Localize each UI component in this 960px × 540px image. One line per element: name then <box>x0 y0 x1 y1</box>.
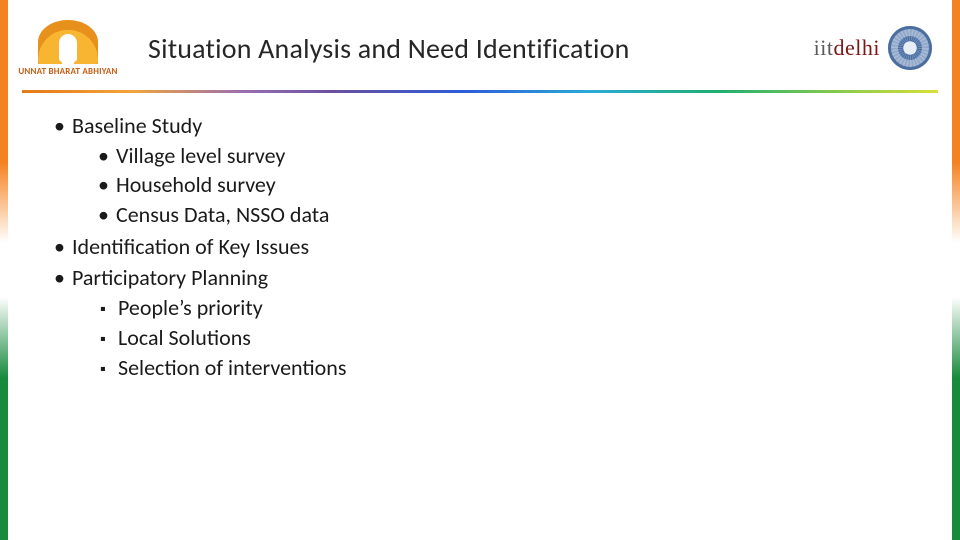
list-item: Local Solutions <box>100 323 952 353</box>
slide-content: Baseline Study Village level survey Hous… <box>8 93 952 382</box>
list-item: Household survey <box>100 170 952 200</box>
list-item: People’s priority <box>100 293 952 323</box>
iit-delhi-branding: iitdelhi <box>814 26 932 70</box>
iit-delhi-emblem-icon <box>888 26 932 70</box>
list-item-label: Baseline Study <box>72 112 202 139</box>
list-item: Baseline Study Village level survey Hous… <box>56 111 952 230</box>
tricolor-right-border <box>952 0 960 540</box>
list-item: Selection of interventions <box>100 353 952 383</box>
uba-logo-caption: UNNAT BHARAT ABHIYAN <box>18 66 117 77</box>
list-item: Identification of Key Issues <box>56 232 952 262</box>
list-item: Participatory Planning People’s priority… <box>56 263 952 382</box>
uba-logo: UNNAT BHARAT ABHIYAN <box>18 10 118 86</box>
slide-title: Situation Analysis and Need Identificati… <box>118 31 814 66</box>
bullet-list-level1: Baseline Study Village level survey Hous… <box>56 111 952 382</box>
bullet-dot-icon <box>100 171 116 198</box>
list-item: Census Data, NSSO data <box>100 200 952 230</box>
branding-iit: iit <box>814 35 834 60</box>
bullet-square-icon <box>100 354 118 381</box>
bullet-dot-icon <box>56 264 72 291</box>
slide-header: UNNAT BHARAT ABHIYAN Situation Analysis … <box>8 0 952 90</box>
list-item: Village level survey <box>100 141 952 171</box>
list-item-label: Census Data, NSSO data <box>116 201 329 228</box>
list-item-label: Identification of Key Issues <box>72 233 309 260</box>
bullet-dot-icon <box>100 142 116 169</box>
bullet-square-icon <box>100 324 118 351</box>
iit-delhi-wordmark: iitdelhi <box>814 35 880 61</box>
bullet-dot-icon <box>100 201 116 228</box>
bullet-dot-icon <box>56 233 72 260</box>
tricolor-left-border <box>0 0 8 540</box>
list-item-label: Local Solutions <box>118 324 251 351</box>
bullet-list-level2: Village level survey Household survey Ce… <box>56 141 952 230</box>
bullet-dot-icon <box>56 112 72 139</box>
list-item-label: Selection of interventions <box>118 354 346 381</box>
list-item-label: Participatory Planning <box>72 264 268 291</box>
bullet-list-level2: People’s priority Local Solutions Select… <box>56 293 952 382</box>
branding-delhi: delhi <box>834 35 881 60</box>
slide-body: UNNAT BHARAT ABHIYAN Situation Analysis … <box>8 0 952 540</box>
uba-logo-figure-icon <box>59 34 77 62</box>
uba-logo-sun-icon <box>38 20 98 64</box>
bullet-square-icon <box>100 294 118 321</box>
list-item-label: Village level survey <box>116 142 285 169</box>
list-item-label: People’s priority <box>118 294 263 321</box>
list-item-label: Household survey <box>116 171 276 198</box>
